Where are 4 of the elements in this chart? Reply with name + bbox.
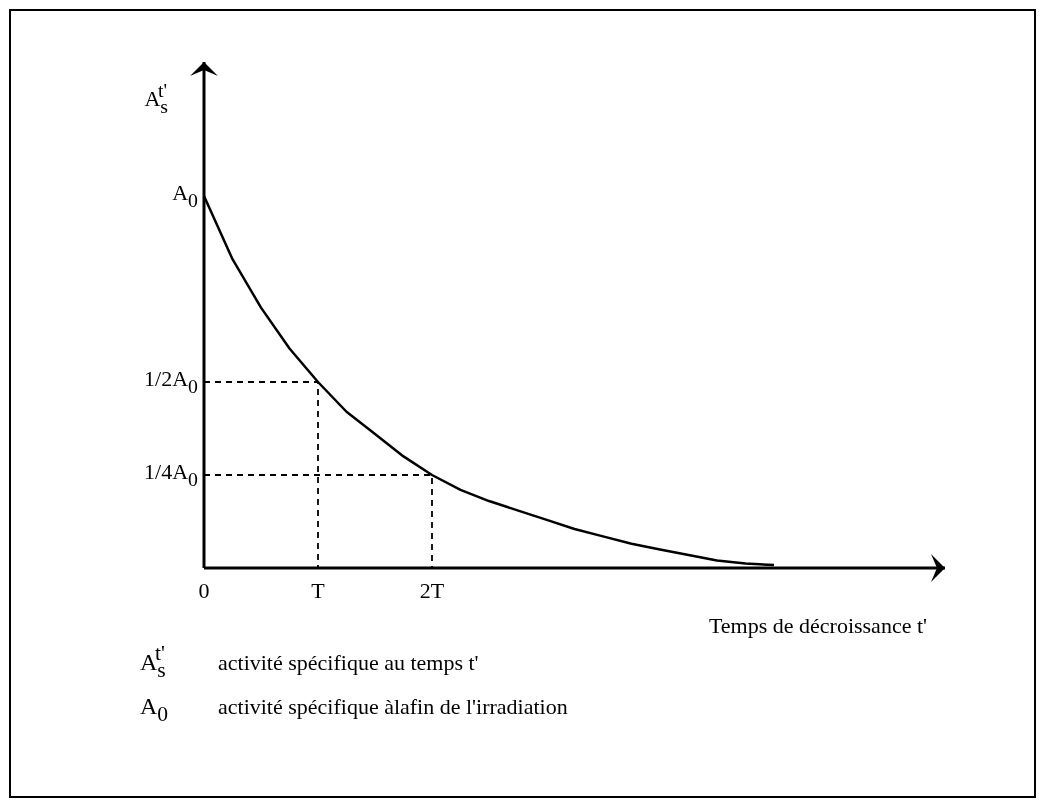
x-tick-label: T bbox=[311, 578, 326, 603]
x-axis-title: Temps de décroissance t' bbox=[708, 613, 928, 638]
x-tick-label: 0 bbox=[198, 578, 210, 603]
x-tick-label: 2T bbox=[419, 578, 445, 603]
